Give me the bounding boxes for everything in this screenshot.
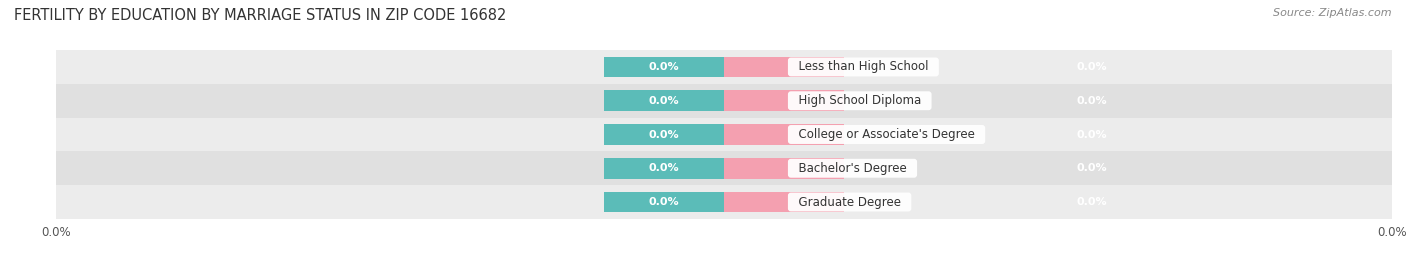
Text: College or Associate's Degree: College or Associate's Degree: [790, 128, 983, 141]
Text: Bachelor's Degree: Bachelor's Degree: [790, 162, 914, 175]
Bar: [724, 90, 844, 111]
Bar: [56, 84, 1392, 118]
Bar: [56, 151, 1392, 185]
Bar: [724, 158, 844, 179]
Text: 0.0%: 0.0%: [648, 163, 679, 173]
Bar: [56, 118, 1392, 151]
Bar: [724, 124, 844, 145]
Bar: [56, 185, 1392, 219]
Bar: [605, 158, 724, 179]
Text: Less than High School: Less than High School: [790, 61, 936, 73]
Bar: [724, 56, 844, 77]
Text: 0.0%: 0.0%: [648, 197, 679, 207]
Text: Source: ZipAtlas.com: Source: ZipAtlas.com: [1274, 8, 1392, 18]
Text: Graduate Degree: Graduate Degree: [790, 196, 908, 208]
Text: 0.0%: 0.0%: [648, 62, 679, 72]
Bar: [724, 192, 844, 213]
Text: High School Diploma: High School Diploma: [790, 94, 928, 107]
Text: 0.0%: 0.0%: [1076, 197, 1107, 207]
Text: 0.0%: 0.0%: [1076, 129, 1107, 140]
Bar: [605, 90, 724, 111]
Bar: [605, 124, 724, 145]
Bar: [56, 50, 1392, 84]
Text: 0.0%: 0.0%: [1076, 163, 1107, 173]
Text: 0.0%: 0.0%: [1076, 96, 1107, 106]
Bar: [605, 56, 724, 77]
Bar: [605, 192, 724, 213]
Text: 0.0%: 0.0%: [648, 129, 679, 140]
Text: 0.0%: 0.0%: [1076, 62, 1107, 72]
Text: FERTILITY BY EDUCATION BY MARRIAGE STATUS IN ZIP CODE 16682: FERTILITY BY EDUCATION BY MARRIAGE STATU…: [14, 8, 506, 23]
Text: 0.0%: 0.0%: [648, 96, 679, 106]
